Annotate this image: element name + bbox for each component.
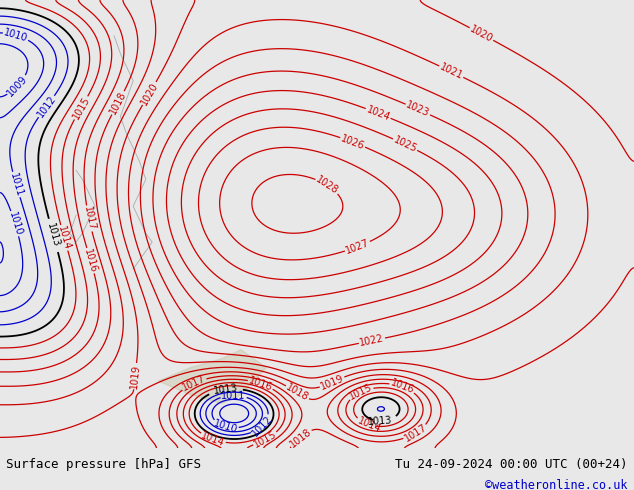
Text: 1016: 1016 [389,378,415,396]
Text: 1010: 1010 [3,27,29,44]
Text: 1010: 1010 [6,210,23,237]
Text: 1015: 1015 [252,429,278,450]
Text: 1019: 1019 [319,373,346,392]
Text: 1017: 1017 [82,205,96,232]
Text: Tu 24-09-2024 00:00 UTC (00+24): Tu 24-09-2024 00:00 UTC (00+24) [395,458,628,471]
Text: 1013: 1013 [367,415,392,427]
Text: 1013: 1013 [45,222,61,248]
Text: 1016: 1016 [82,247,99,274]
Text: 1011: 1011 [8,172,24,197]
Text: 1018: 1018 [288,426,313,449]
Text: 1017: 1017 [181,373,207,393]
Text: 1013: 1013 [213,383,238,396]
Text: 1016: 1016 [247,375,274,392]
Text: 1022: 1022 [359,333,385,348]
Text: 1024: 1024 [365,104,391,122]
Text: 1018: 1018 [284,382,311,403]
Text: 1012: 1012 [250,414,275,438]
Text: Surface pressure [hPa] GFS: Surface pressure [hPa] GFS [6,458,202,471]
Text: 1015: 1015 [347,382,374,402]
Text: 1021: 1021 [438,62,465,81]
Text: 1011: 1011 [221,391,246,401]
Text: 1018: 1018 [108,90,128,116]
Text: 1025: 1025 [392,135,418,154]
Text: 1012: 1012 [35,94,58,120]
Text: 1009: 1009 [6,74,30,98]
Text: 1028: 1028 [314,174,340,196]
Text: 1020: 1020 [469,24,495,44]
Text: ©weatheronline.co.uk: ©weatheronline.co.uk [485,479,628,490]
Text: 1023: 1023 [404,100,431,119]
Text: 1010: 1010 [212,418,239,435]
Text: 1026: 1026 [339,133,366,151]
Text: 1019: 1019 [129,364,141,389]
Text: 1017: 1017 [403,422,429,444]
Text: 1014: 1014 [200,430,226,448]
Text: 1014: 1014 [56,224,72,251]
Text: 1014: 1014 [356,415,382,434]
Polygon shape [158,350,266,404]
Text: 1027: 1027 [344,238,371,256]
Text: 1020: 1020 [139,80,160,107]
Text: 1015: 1015 [70,95,91,121]
